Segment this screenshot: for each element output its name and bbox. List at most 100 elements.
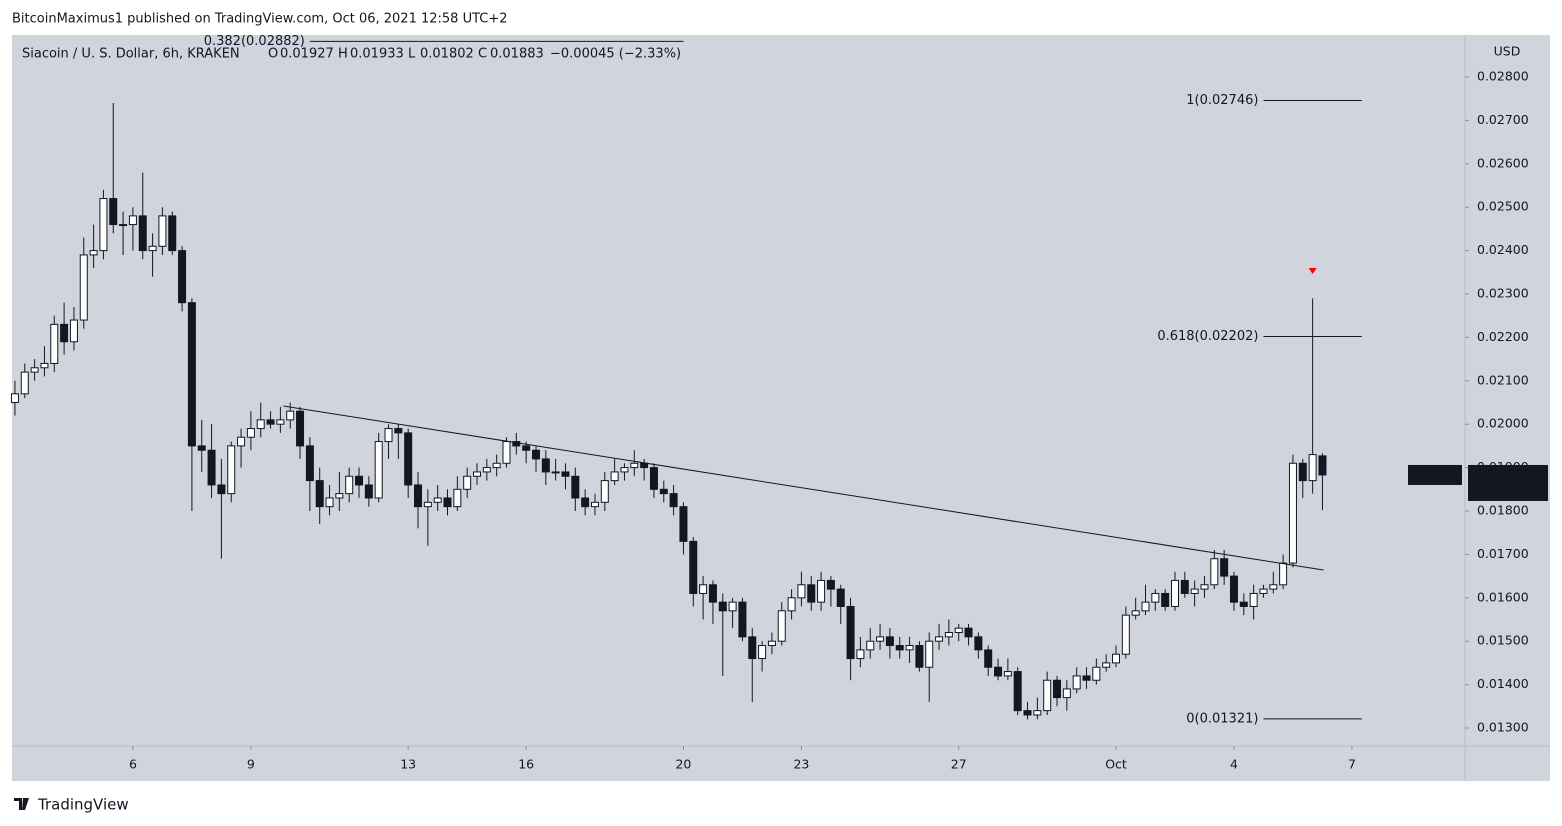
candle-body: [266, 419, 275, 425]
candle-body: [630, 462, 639, 469]
published-note: BitcoinMaximus1 published on TradingView…: [12, 12, 508, 27]
candle-body: [443, 497, 452, 508]
candle-body: [1288, 462, 1297, 564]
candle-body: [905, 645, 914, 651]
candle-body: [1092, 666, 1101, 681]
y-tick-label: 0.02200: [1477, 329, 1529, 344]
y-tick-label: 0.01400: [1477, 676, 1529, 691]
fib-label: 0.618(0.02202): [1157, 329, 1258, 344]
candle-body: [50, 323, 59, 364]
y-tick-label: 0.01600: [1477, 589, 1529, 604]
countdown: 01:01:58: [1478, 483, 1534, 498]
candle-body: [197, 445, 206, 451]
candle-body: [1141, 601, 1150, 612]
candle-body: [551, 471, 560, 474]
candle-body: [974, 636, 983, 651]
x-tick-label: 13: [400, 757, 416, 772]
candle-body: [826, 579, 835, 590]
candle-body: [404, 432, 413, 486]
candle-body: [433, 497, 442, 503]
candle-body: [876, 636, 885, 642]
candle-body: [787, 597, 796, 612]
candle-body: [276, 419, 285, 425]
ohlc-label: L: [408, 47, 416, 62]
signal-marker: [1308, 268, 1317, 275]
candle-body: [286, 410, 295, 421]
candle-body: [463, 475, 472, 490]
y-tick-label: 0.02600: [1477, 155, 1529, 170]
candle-body: [315, 480, 324, 508]
candle-body: [138, 215, 147, 252]
candle-body: [689, 540, 698, 594]
candle-body: [492, 462, 501, 469]
ohlc-value: 0.01927: [280, 47, 334, 62]
candle-body: [158, 215, 167, 247]
candle-body: [885, 636, 894, 647]
candle-body: [1161, 592, 1170, 607]
candle-body: [846, 605, 855, 660]
candle-body: [384, 428, 393, 443]
candle-body: [1229, 575, 1238, 603]
candle-body: [355, 475, 364, 486]
currency: USD: [1494, 44, 1521, 59]
candle-body: [1102, 662, 1111, 668]
candle-body: [699, 584, 708, 594]
candle-body: [1170, 579, 1179, 607]
y-tick-label: 0.01800: [1477, 502, 1529, 517]
y-tick-label: 0.01700: [1477, 546, 1529, 561]
candle-body: [178, 250, 187, 304]
candle-body: [1082, 675, 1091, 681]
candle-body: [964, 627, 973, 638]
candle-body: [1180, 579, 1189, 594]
y-tick-label: 0.02400: [1477, 242, 1529, 257]
candle-body: [296, 410, 305, 447]
candle-body: [374, 441, 383, 499]
x-tick-label: Oct: [1105, 757, 1127, 772]
candle-body: [600, 480, 609, 503]
candle-body: [40, 362, 49, 369]
candle-body: [119, 224, 128, 227]
candle-body: [767, 640, 776, 647]
candle-body: [207, 449, 216, 486]
candle-body: [935, 636, 944, 642]
price-tag-bg: [1468, 464, 1548, 501]
candle-body: [531, 449, 540, 460]
candle-body: [1210, 558, 1219, 586]
candle-body: [1151, 592, 1160, 603]
candle-body: [1239, 601, 1248, 607]
candle-body: [581, 497, 590, 508]
x-tick-label: 7: [1348, 757, 1356, 772]
candle-body: [669, 493, 678, 508]
candle-body: [325, 497, 334, 508]
candle-body: [10, 393, 19, 403]
candle-body: [423, 501, 432, 508]
x-tick-label: 9: [247, 757, 255, 772]
candle-body: [718, 601, 727, 612]
candle-body: [60, 323, 69, 343]
candle-body: [148, 245, 157, 252]
candle-body: [541, 458, 550, 473]
candle-body: [817, 579, 826, 603]
candle-body: [807, 584, 816, 603]
last-price: 0.01883: [1478, 466, 1530, 481]
candle-body: [708, 584, 717, 603]
y-tick-label: 0.02700: [1477, 112, 1529, 127]
candle-body: [1298, 462, 1307, 482]
candle-body: [994, 666, 1003, 677]
y-tick-label: 0.01300: [1477, 719, 1529, 734]
candle-body: [1279, 562, 1288, 586]
y-tick-label: 0.02100: [1477, 372, 1529, 387]
candle-body: [502, 441, 511, 464]
candle-body: [1053, 679, 1062, 699]
fib-label: 0(0.01321): [1186, 711, 1258, 726]
candle-body: [79, 254, 88, 321]
symbol-tag: SCUSD: [1413, 466, 1456, 481]
legend-title: Siacoin / U. S. Dollar, 6h, KRAKEN: [22, 47, 240, 62]
candle-body: [345, 475, 354, 495]
candle-body: [187, 302, 196, 447]
candle-body: [522, 445, 531, 451]
candle-body: [925, 640, 934, 668]
candle-body: [797, 584, 806, 599]
candle-body: [620, 467, 629, 473]
